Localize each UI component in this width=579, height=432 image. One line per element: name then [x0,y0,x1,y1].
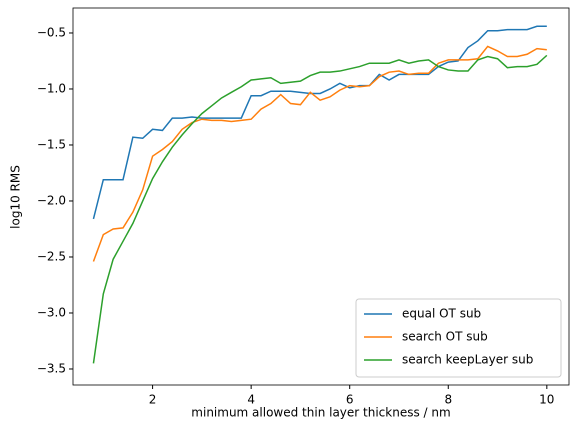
line-series [92,25,547,220]
x-tick-label: 8 [444,393,452,407]
y-tick-label: −3.5 [37,361,66,375]
x-axis-label: minimum allowed thin layer thickness / n… [191,406,450,420]
y-tick-label: −2.0 [37,193,66,207]
legend-box [355,298,562,378]
legend-label: search keepLayer sub [402,353,533,367]
line-series [92,45,547,262]
y-tick-label: −3.0 [37,305,66,319]
x-tick-label: 6 [346,393,354,407]
x-tick-label: 2 [149,393,157,407]
y-tick-label: −2.5 [37,249,66,263]
legend-label: search OT sub [402,330,488,344]
x-tick-label: 10 [539,393,554,407]
y-tick-label: −1.0 [37,81,66,95]
y-tick-label: −1.5 [37,137,66,151]
y-tick-label: −0.5 [37,25,66,39]
legend-label: equal OT sub [402,307,481,321]
plot-frame [72,7,570,386]
x-tick-label: 4 [247,393,255,407]
line-series [92,54,548,364]
y-axis-label: log10 RMS [9,165,23,229]
